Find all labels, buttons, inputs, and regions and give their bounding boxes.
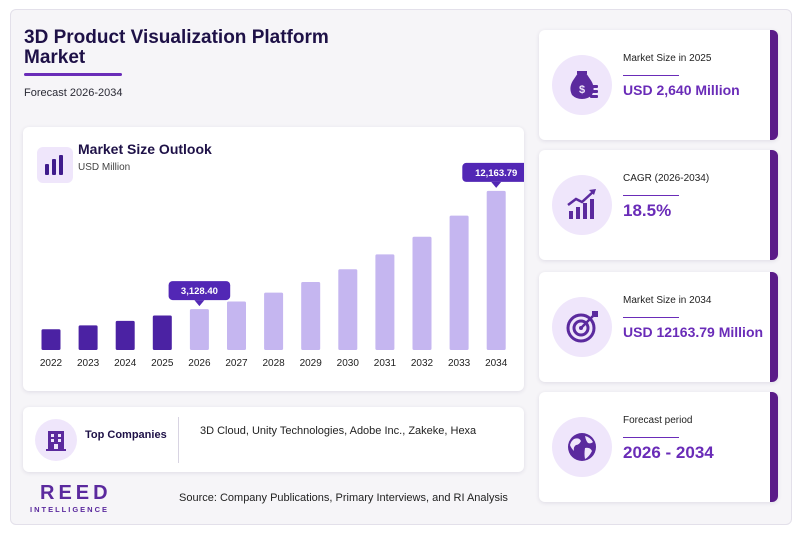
bar-2022: [41, 329, 61, 350]
svg-text:$: $: [579, 84, 585, 96]
logo-wordmark: REED: [40, 482, 112, 504]
x-tick-label: 2022: [40, 358, 63, 369]
bar-2023: [78, 325, 98, 350]
bar-2026: [189, 309, 209, 350]
bar-2031: [375, 254, 395, 350]
bar-2029: [301, 281, 321, 350]
source-note: Source: Company Publications, Primary In…: [179, 492, 508, 504]
stat-card-cagr: CAGR (2026-2034) 18.5%: [539, 150, 778, 260]
x-tick-label: 2030: [337, 358, 360, 369]
stat-label: Forecast period: [623, 415, 693, 426]
x-tick-label: 2032: [411, 358, 434, 369]
stat-rule: [623, 75, 679, 76]
x-tick-label: 2027: [225, 358, 248, 369]
logo-subtitle: INTELLIGENCE: [30, 505, 110, 514]
stat-value: 2026 - 2034: [623, 443, 714, 462]
bar-2034: [486, 190, 506, 350]
bar-2025: [152, 315, 172, 350]
page-subtitle: Forecast 2026-2034: [24, 87, 123, 99]
target-icon: [552, 297, 612, 357]
bar-chart: 2022 2023 2024 2025 2026 2027 2028 2029 2030 2031…: [40, 162, 524, 369]
x-tick-label: 2026: [188, 358, 211, 369]
x-tick-label: 2033: [448, 358, 471, 369]
page-title: 3D Product Visualization Platform Market: [24, 27, 329, 68]
stat-rule: [623, 317, 679, 318]
data-callout: 12,163.79: [462, 162, 524, 188]
stat-rule: [623, 195, 679, 196]
x-tick-label: 2023: [77, 358, 100, 369]
top-companies-list: 3D Cloud, Unity Technologies, Adobe Inc.…: [200, 425, 477, 437]
stat-rule: [623, 437, 679, 438]
bar-2027: [227, 301, 246, 350]
bar-2030: [338, 269, 358, 350]
stat-card-forecast-period: Forecast period 2026 - 2034: [539, 392, 778, 502]
growth-chart-icon: [552, 175, 612, 235]
bar-2028: [264, 292, 284, 350]
bar-2033: [449, 215, 469, 350]
stat-label: Market Size in 2034: [623, 295, 712, 306]
data-label: 12,163.79: [475, 168, 517, 179]
bar-2032: [412, 236, 432, 350]
stat-value: USD 12163.79 Million: [623, 324, 764, 340]
top-companies-card: Top Companies 3D Cloud, Unity Technologi…: [23, 407, 524, 472]
stat-label: CAGR (2026-2034): [623, 173, 710, 184]
data-callout: 3,128.40: [168, 281, 231, 307]
stat-card-market-size-2034: Market Size in 2034 USD 12163.79 Million: [539, 272, 778, 382]
stat-label: Market Size in 2025: [623, 53, 712, 64]
title-underline: [24, 73, 122, 76]
money-bag-icon: $: [552, 55, 612, 115]
x-tick-label: 2028: [262, 358, 285, 369]
x-tick-label: 2025: [151, 358, 174, 369]
bar-chart-icon: [37, 147, 73, 183]
globe-icon: [552, 417, 612, 477]
chart-unit-label: USD Million: [78, 162, 131, 173]
x-tick-label: 2031: [374, 358, 397, 369]
bar-2024: [115, 320, 135, 350]
building-icon: [35, 419, 77, 461]
stat-value: USD 2,640 Million: [623, 82, 740, 98]
chart-title: Market Size Outlook: [78, 141, 212, 157]
stat-card-market-size-2025: $ Market Size in 2025 USD 2,640 Million: [539, 30, 778, 140]
data-label: 3,128.40: [181, 286, 218, 297]
x-tick-label: 2029: [300, 358, 323, 369]
stat-value: 18.5%: [623, 201, 672, 220]
x-tick-label: 2034: [485, 358, 508, 369]
divider: [178, 417, 179, 463]
x-tick-label: 2024: [114, 358, 137, 369]
top-companies-label: Top Companies: [85, 429, 167, 441]
chart-card: Market Size Outlook USD Million 2022 2023…: [23, 127, 524, 391]
